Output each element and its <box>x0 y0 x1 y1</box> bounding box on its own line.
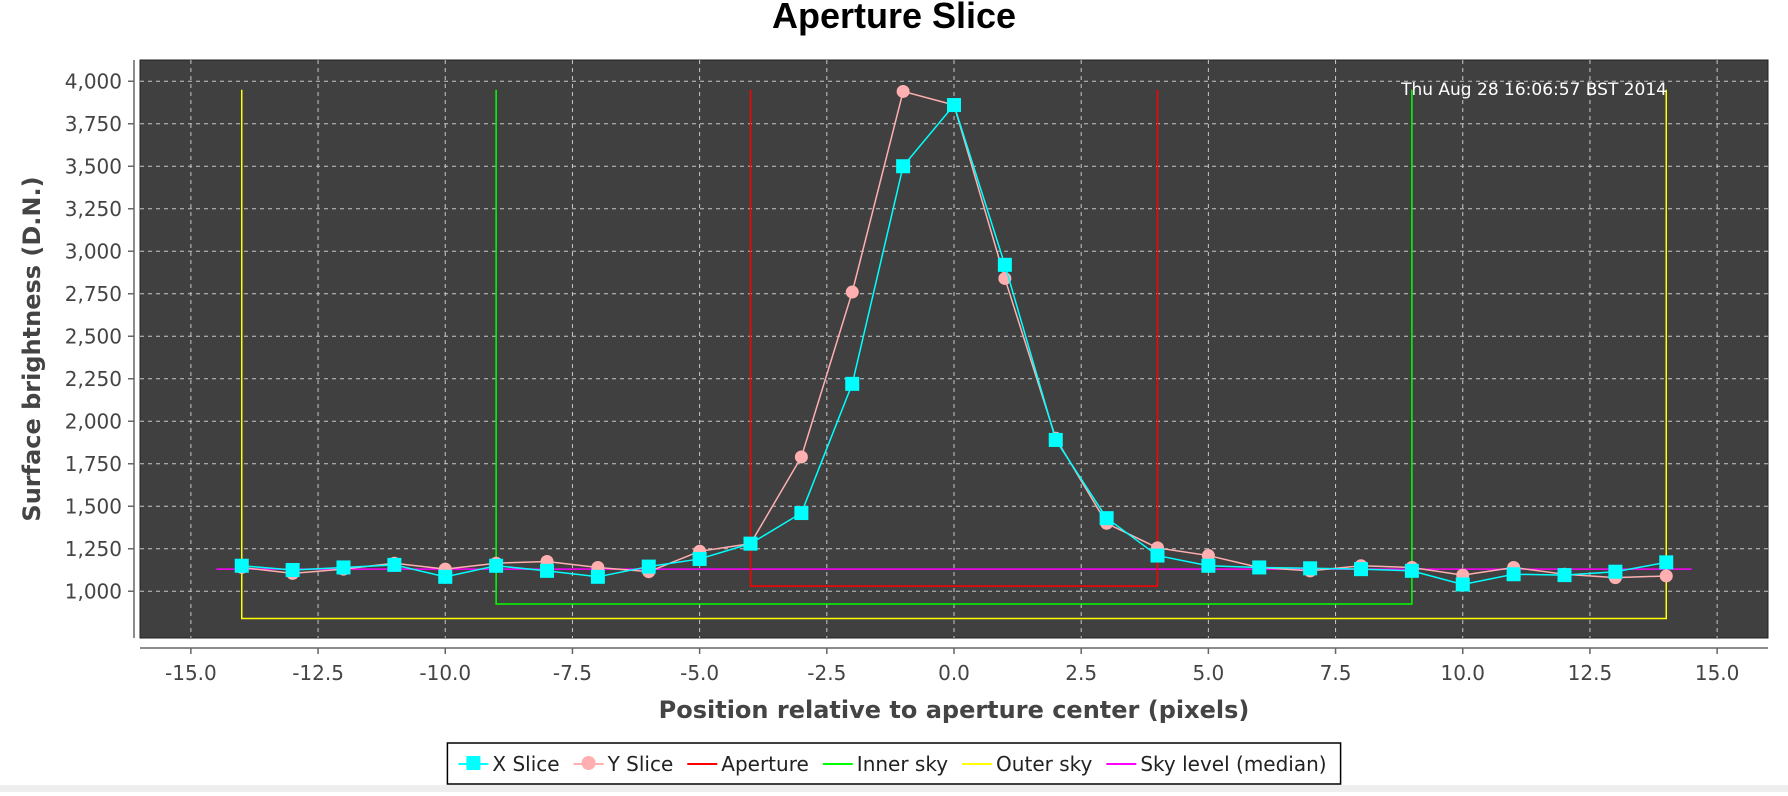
series-aperture <box>749 89 1159 587</box>
axis-layer: -15.0 -12.5 -10.0 -7.5 -5.0 -2.5 0.0 2.5 5.0 7.5 1… <box>65 69 1740 685</box>
legend-item: Y Slice <box>573 752 674 776</box>
x-slice-point <box>743 536 758 551</box>
x-slice-point <box>590 569 605 584</box>
y-tick-label: 2,000 <box>65 409 122 433</box>
x-slice-point <box>1506 567 1521 582</box>
series-layer <box>216 84 1692 620</box>
window-bottom-strip <box>0 785 1788 792</box>
x-axis-label: Position relative to aperture center (pi… <box>659 696 1250 724</box>
y-tick-label: 2,500 <box>65 324 122 348</box>
x-slice-point <box>1354 562 1368 577</box>
y-tick-label: 2,250 <box>65 367 122 391</box>
x-tick-label: 5.0 <box>1192 661 1224 685</box>
x-tick-label: 2.5 <box>1065 661 1097 685</box>
x-slice-point <box>794 506 809 521</box>
x-slice-point <box>1455 577 1470 592</box>
x-tick-label: -12.5 <box>292 661 344 685</box>
series-line <box>749 89 1159 587</box>
x-tick-label: -5.0 <box>680 661 719 685</box>
x-tick-label: -7.5 <box>553 661 592 685</box>
y-tick-label: 1,500 <box>65 494 122 518</box>
legend-item: Inner sky <box>822 752 948 776</box>
x-slice-point <box>641 559 656 574</box>
x-slice-point <box>845 376 860 391</box>
x-slice-point <box>234 558 249 573</box>
y-tick-label: 3,000 <box>65 239 122 263</box>
x-tick-label: 7.5 <box>1320 661 1352 685</box>
x-tick-label: 12.5 <box>1568 661 1613 685</box>
y-slice-point <box>896 84 910 98</box>
legend-item: X Slice <box>458 752 560 776</box>
x-tick-label: 10.0 <box>1440 661 1485 685</box>
chart-title: Aperture Slice <box>772 0 1016 36</box>
x-tick-label: -2.5 <box>807 661 846 685</box>
legend-label: Outer sky <box>996 752 1092 776</box>
y-tick-label: 1,000 <box>65 579 122 603</box>
x-slice-point <box>489 558 504 573</box>
x-slice-point <box>285 563 300 577</box>
x-slice-point <box>438 569 453 584</box>
x-slice-point <box>336 560 351 575</box>
legend-item: Aperture <box>687 752 809 776</box>
x-slice-point <box>947 98 961 113</box>
x-slice-point <box>1048 432 1063 447</box>
x-tick-label: -15.0 <box>165 661 217 685</box>
x-slice-point <box>1608 564 1623 579</box>
legend-item: Sky level (median) <box>1106 752 1327 776</box>
x-tick-label: 15.0 <box>1695 661 1740 685</box>
series-x-slice <box>234 98 1674 592</box>
chart-timestamp: Thu Aug 28 16:06:57 BST 2014 <box>1400 80 1667 100</box>
series-line <box>241 89 1667 620</box>
legend-label: Inner sky <box>857 752 948 776</box>
y-tick-label: 1,250 <box>65 537 122 561</box>
x-slice-point <box>692 551 707 566</box>
x-slice-point <box>1150 548 1165 563</box>
y-tick-label: 4,000 <box>65 69 122 93</box>
legend-circle-marker <box>581 756 596 770</box>
series-outer-sky <box>241 89 1667 620</box>
legend-item: Outer sky <box>962 752 1092 776</box>
x-slice-point <box>896 159 911 174</box>
y-tick-label: 2,750 <box>65 282 122 306</box>
x-slice-point <box>1557 568 1572 583</box>
series-line <box>495 89 1413 605</box>
x-slice-point <box>540 563 554 578</box>
x-slice-point <box>1252 560 1267 575</box>
legend-label: Y Slice <box>607 752 674 776</box>
x-slice-point <box>1303 561 1318 576</box>
y-axis-label: Surface brightness (D.N.) <box>18 176 46 521</box>
legend: X Slice Y Slice Aperture Inner sky Outer sky… <box>446 742 1342 785</box>
x-slice-point <box>1201 558 1216 573</box>
x-tick-label: 0.0 <box>938 661 970 685</box>
grid-layer <box>140 60 1768 638</box>
y-tick-label: 3,500 <box>65 154 122 178</box>
series-inner-sky <box>495 89 1413 605</box>
y-slice-point <box>794 450 808 464</box>
x-slice-point <box>997 257 1012 272</box>
legend-label: X Slice <box>492 752 559 776</box>
legend-label: Sky level (median) <box>1140 752 1326 776</box>
x-slice-point <box>1659 555 1674 570</box>
x-slice-point <box>1099 511 1114 526</box>
y-slice-point <box>1659 569 1673 583</box>
legend-label: Aperture <box>721 752 809 776</box>
x-tick-label: -10.0 <box>419 661 471 685</box>
y-slice-point <box>845 285 859 299</box>
legend-square-marker <box>466 756 481 770</box>
y-tick-label: 3,250 <box>65 197 122 221</box>
x-slice-point <box>387 557 402 572</box>
y-tick-label: 3,750 <box>65 112 122 136</box>
x-slice-point <box>1404 563 1419 578</box>
y-tick-label: 1,750 <box>65 452 122 476</box>
